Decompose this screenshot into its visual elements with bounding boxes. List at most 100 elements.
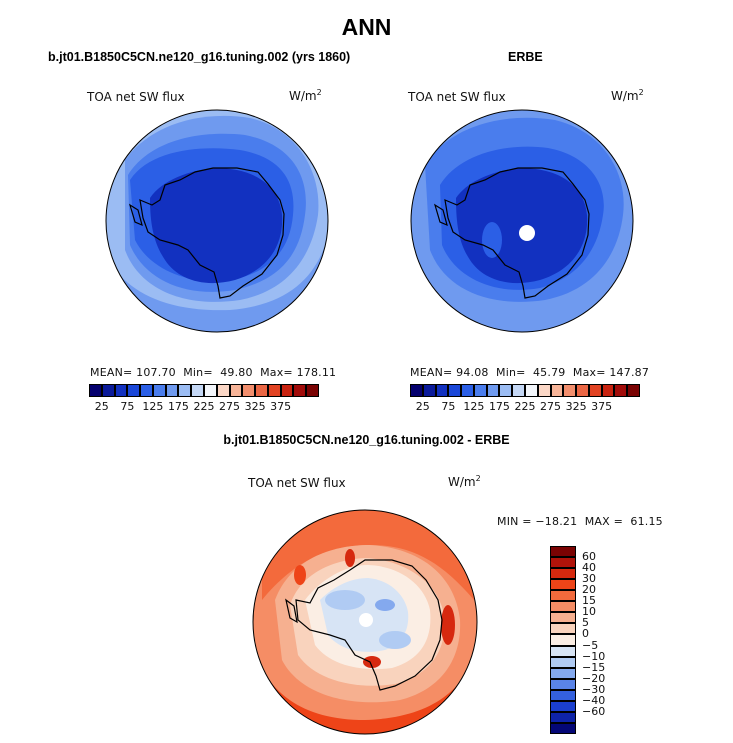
antarctica-outline: [128, 167, 285, 299]
max-label: Max=: [260, 366, 293, 379]
colorbar-tick-label: −40: [582, 693, 606, 707]
map-model: [106, 110, 328, 332]
colorbar-tick-label: −20: [582, 671, 606, 685]
panel-right-field-label: TOA net SW flux: [408, 90, 506, 104]
max-value: 147.87: [609, 366, 650, 379]
max-label: MAX =: [584, 515, 623, 528]
colorbar-cell: [216, 384, 230, 397]
colorbar-tick-label: 175: [488, 400, 510, 413]
panel-left-title: b.jt01.B1850C5CN.ne120_g16.tuning.002 (y…: [48, 50, 351, 64]
antarctica-outline: [285, 559, 443, 691]
colorbar-cell: [293, 384, 307, 397]
colorbar-cell: [550, 678, 576, 690]
colorbar-cell: [422, 384, 436, 397]
colorbar-tick-label: 375: [270, 400, 292, 413]
colorbar-tick-label: 40: [582, 561, 596, 575]
colorbar-tick-label: −30: [582, 682, 606, 696]
colorbar-tick-label: 175: [167, 400, 189, 413]
colorbar-cell: [101, 384, 115, 397]
colorbar-tick-label: −15: [582, 660, 606, 674]
colorbar-cell: [614, 384, 628, 397]
colorbar-cell: [550, 612, 576, 624]
colorbar-cell: [550, 645, 576, 657]
colorbar-cell: [178, 384, 192, 397]
colorbar-cell: [306, 384, 319, 397]
colorbar-cell: [191, 384, 204, 397]
min-value: 49.80: [220, 366, 253, 379]
colorbar-cell: [588, 384, 602, 397]
colorbar-cell: [242, 384, 256, 397]
colorbar-tick-label: 10: [582, 605, 596, 619]
mean-label: MEAN=: [410, 366, 453, 379]
colorbar-cell: [550, 656, 576, 668]
colorbar-cell: [461, 384, 474, 397]
colorbar-cell: [550, 590, 576, 602]
colorbar-tick-label: 25: [94, 400, 109, 413]
panel-left-field-label: TOA net SW flux: [87, 90, 185, 104]
mean-value: 107.70: [136, 366, 176, 379]
colorbar-cell: [114, 384, 128, 397]
colorbar-cell: [550, 557, 576, 569]
colorbar-cell: [255, 384, 268, 397]
colorbar-cell: [550, 623, 576, 635]
colorbar-cell: [267, 384, 281, 397]
colorbar-cell: [89, 384, 102, 397]
colorbar-tick-label: 15: [582, 594, 596, 608]
panel-left-stats: MEAN= 107.70 Min= 49.80 Max= 178.11: [90, 366, 336, 379]
colorbar-cell: [550, 634, 576, 646]
colorbar-cell: [280, 384, 294, 397]
colorbar-cell: [550, 667, 576, 679]
colorbar-tick-label: 275: [219, 400, 241, 413]
max-value: 61.15: [630, 515, 663, 528]
panel-bottom-title: b.jt01.B1850C5CN.ne120_g16.tuning.002 - …: [223, 433, 510, 447]
mean-label: MEAN=: [90, 366, 133, 379]
colorbar-cell: [499, 384, 513, 397]
colorbar-cell: [550, 722, 576, 734]
colorbar-tick-label: 325: [565, 400, 587, 413]
panel-right-unit: W/m2: [611, 88, 644, 103]
panel-right-stats: MEAN= 94.08 Min= 45.79 Max= 147.87: [410, 366, 649, 379]
antarctica-outline: [433, 167, 590, 299]
colorbar-cell: [435, 384, 449, 397]
colorbar-cell: [486, 384, 500, 397]
min-value: 45.79: [532, 366, 566, 379]
max-value: 178.11: [296, 366, 337, 379]
colorbar-tick-label: −5: [582, 638, 599, 652]
colorbar-cell: [550, 689, 576, 701]
colorbar-cell: [410, 384, 423, 397]
mean-value: 94.08: [456, 366, 489, 379]
map-difference-border: [252, 509, 478, 735]
colorbar-tick-label: 125: [463, 400, 485, 413]
min-label: MIN =: [497, 515, 532, 528]
colorbar-tick-label: 75: [120, 400, 135, 413]
colorbar-cell: [550, 700, 576, 712]
colorbar-cell: [563, 384, 577, 397]
colorbar-tick-label: 25: [415, 400, 430, 413]
colorbar-tick-label: 75: [441, 400, 456, 413]
colorbar-tick-label: 125: [142, 400, 164, 413]
panel-bottom-field-label: TOA net SW flux: [248, 476, 346, 490]
panel-bottom-stats: MIN = −18.21 MAX = 61.15: [497, 515, 663, 528]
colorbar-cell: [127, 384, 141, 397]
colorbar-cell: [550, 568, 576, 580]
min-label: Min=: [496, 366, 526, 379]
map-difference: [253, 510, 477, 734]
colorbar-tick-label: 5: [582, 616, 589, 630]
colorbar-tick-label: 325: [244, 400, 266, 413]
colorbar-cell: [512, 384, 525, 397]
map-model-border: [105, 109, 329, 333]
colorbar-tick-label: 225: [193, 400, 215, 413]
colorbar-cell: [525, 384, 538, 397]
panel-left-unit: W/m2: [289, 88, 322, 103]
colorbar-cell: [550, 601, 576, 613]
panel-right-title: ERBE: [508, 50, 543, 64]
panel-bottom-unit: W/m2: [448, 474, 481, 489]
colorbar-tick-label: −10: [582, 649, 606, 663]
colorbar-tick-label: 60: [582, 550, 596, 564]
colorbar-cell: [165, 384, 179, 397]
min-value: −18.21: [535, 515, 578, 528]
colorbar-tick-label: 225: [514, 400, 536, 413]
min-label: Min=: [183, 366, 213, 379]
colorbar-tick-label: 275: [540, 400, 562, 413]
